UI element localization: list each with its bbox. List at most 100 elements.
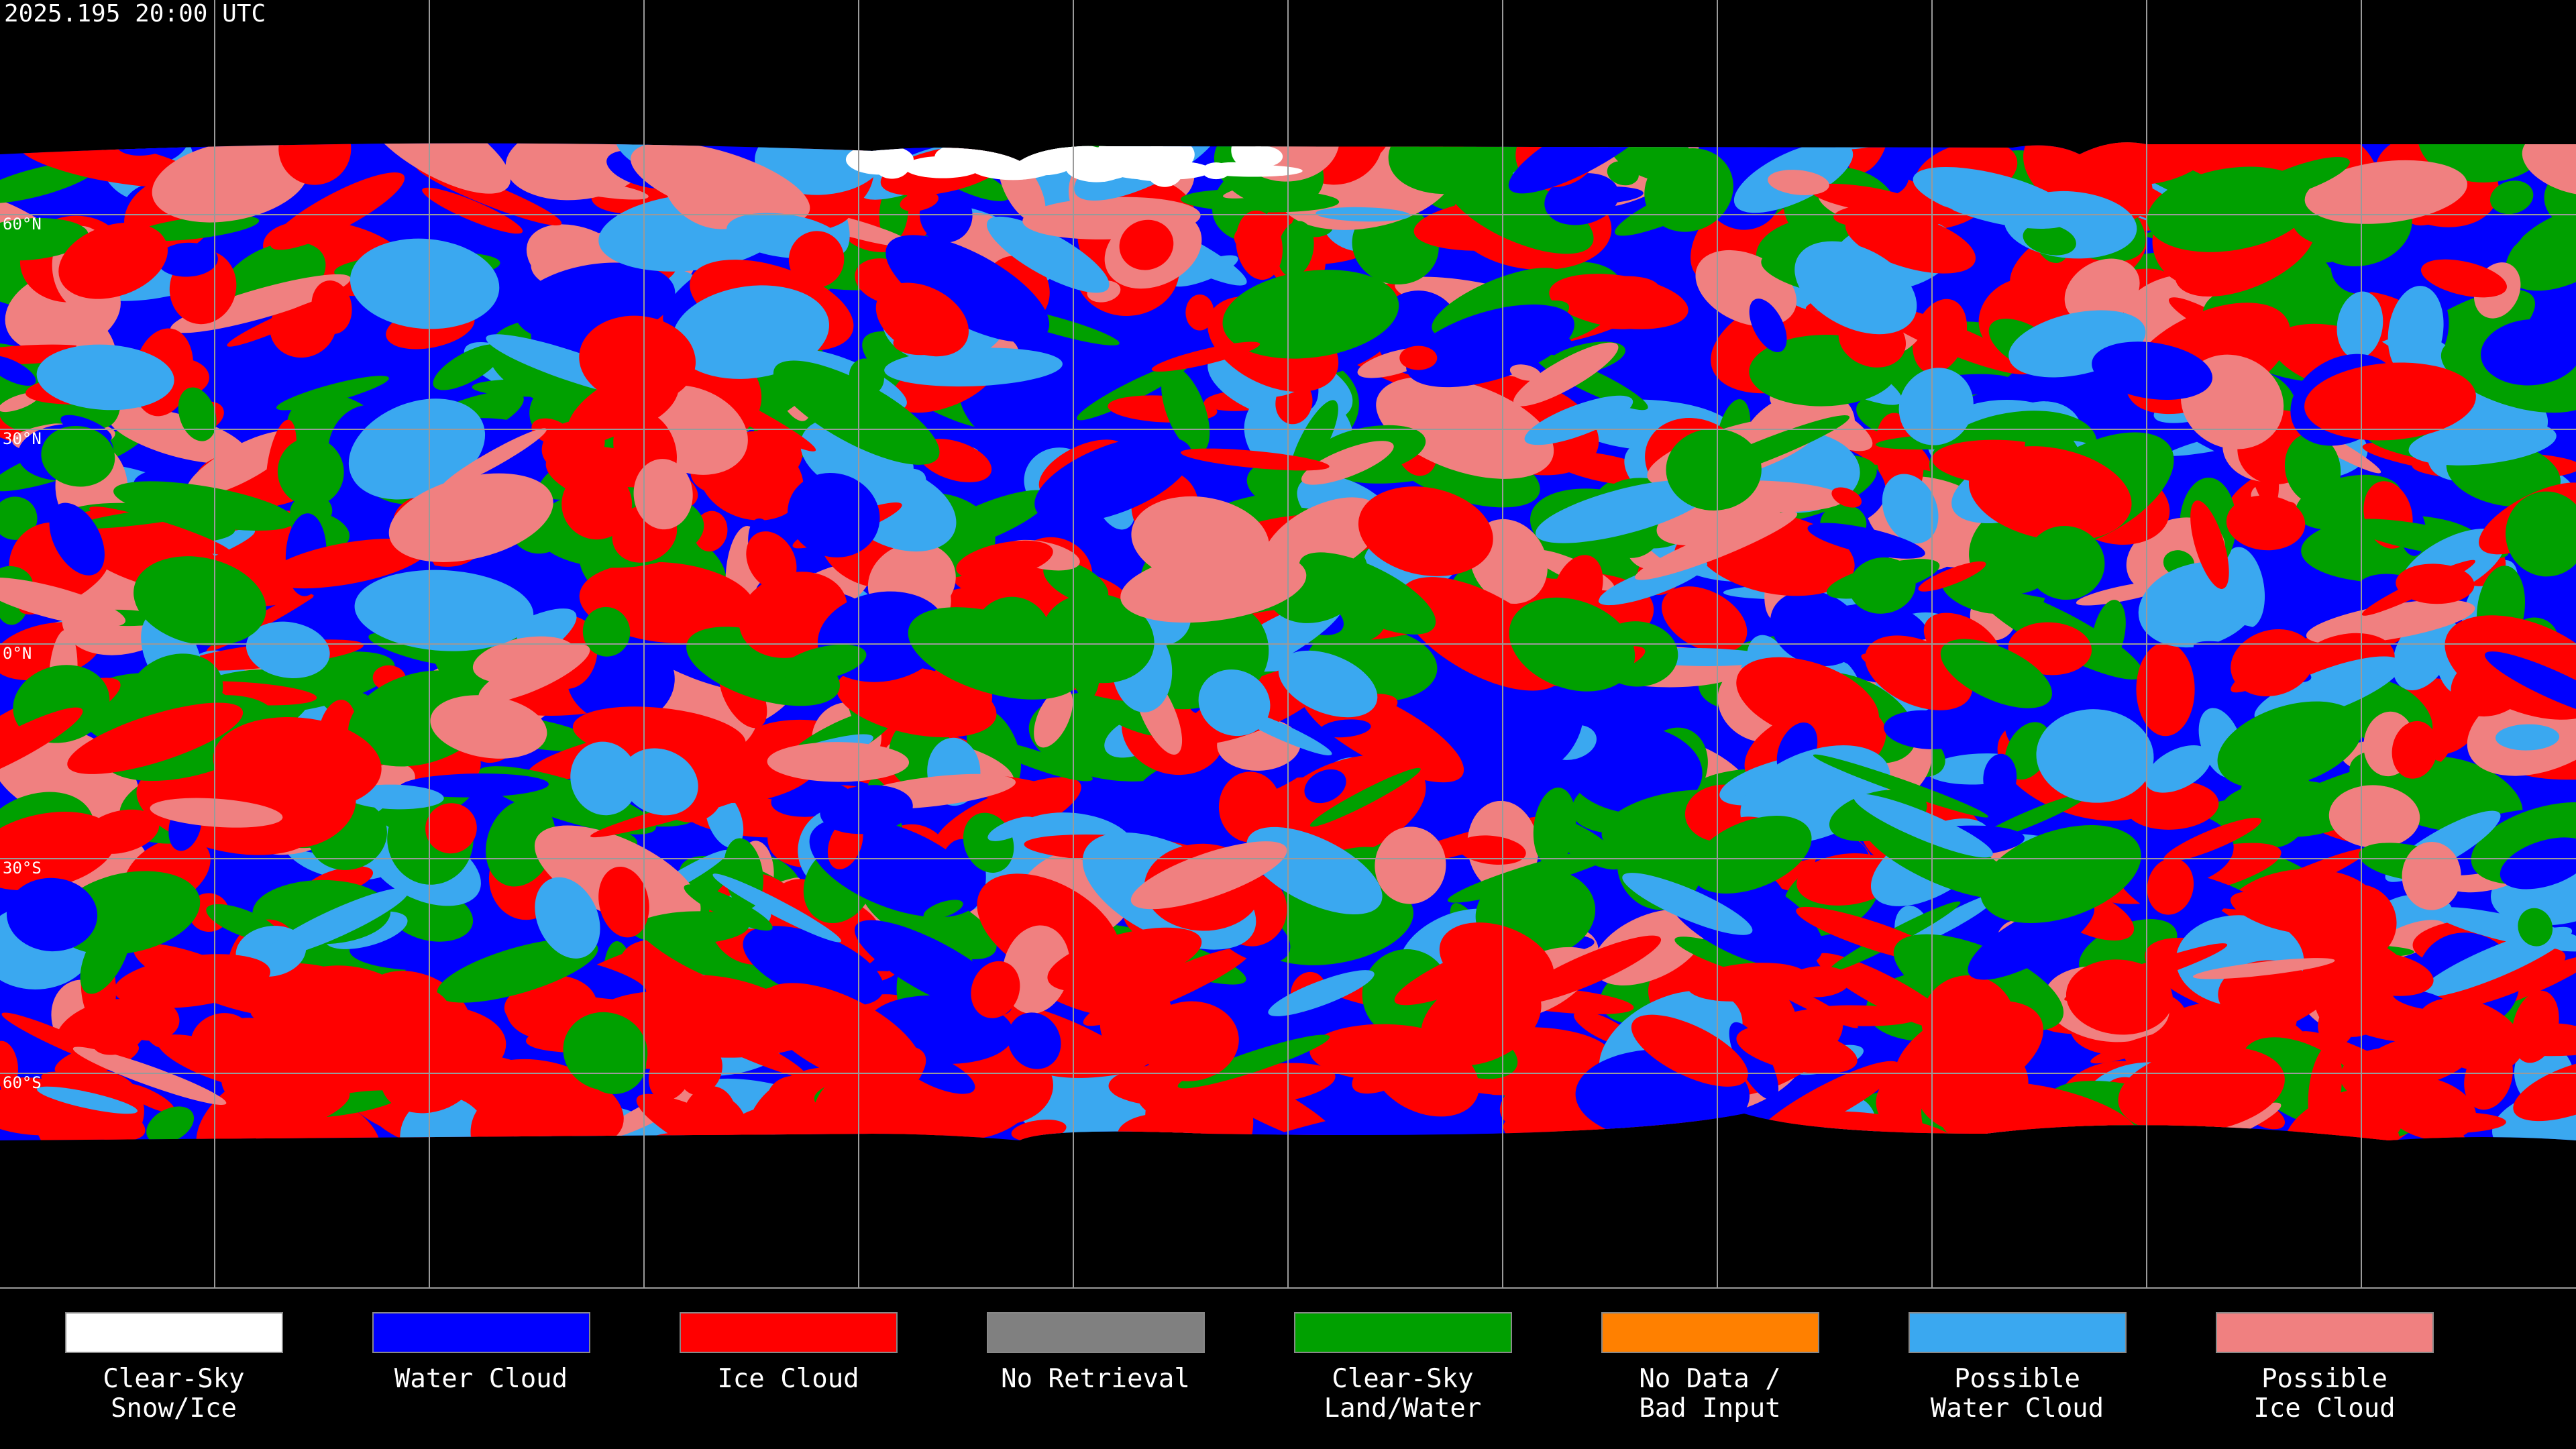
legend-label: No Data /: [1639, 1364, 1780, 1394]
cloud-patch: [621, 748, 698, 816]
cloud-patch: [1980, 825, 2141, 923]
cloud-patch: [684, 884, 773, 931]
cloud-patch: [1043, 560, 1109, 604]
cloud-patch: [197, 1018, 274, 1071]
cloud-patch: [277, 437, 344, 506]
cloud-patch: [2284, 433, 2341, 504]
cloud-patch: [1151, 341, 1260, 372]
cloud-patch: [987, 741, 1093, 782]
cloud-patch: [2163, 817, 2262, 862]
cloud-patch: [1898, 368, 1974, 445]
cloud-patch: [2151, 1020, 2188, 1077]
legend-label: Possible: [1954, 1364, 2080, 1394]
snow-patch: [1146, 154, 1183, 187]
cloud-patch: [987, 816, 1035, 841]
cloud-patch: [2489, 180, 2534, 215]
cloud-patch: [986, 216, 1110, 293]
cloud-patch: [430, 695, 547, 759]
cloud-patch: [2231, 629, 2315, 696]
cloud-patch: [83, 809, 160, 854]
cloud-patch: [598, 866, 649, 938]
legend-swatch: [2216, 1312, 2434, 1353]
cloud-patch: [1236, 210, 1283, 280]
cloud-patch: [1447, 845, 1627, 903]
cloud-patch: [0, 1077, 146, 1141]
cloud-patch: [2307, 581, 2340, 629]
cloud-patch: [0, 1040, 18, 1089]
latitude-labels: 60°N 30°N 0°N 30°S 60°S: [3, 215, 42, 1092]
cloud-patch: [1406, 304, 1574, 388]
cloud-patch: [1815, 953, 1955, 1031]
cloud-patch: [227, 293, 345, 347]
cloud-patch: [1736, 1025, 1858, 1074]
cloud-patch: [2392, 720, 2438, 779]
cloud-patch: [2190, 500, 2229, 589]
cloud-patch: [266, 775, 356, 848]
cloud-patch: [759, 983, 923, 1089]
legend-label: Clear-Sky: [1332, 1364, 1473, 1394]
cloud-patch: [2505, 207, 2576, 291]
cloud-patch: [270, 172, 405, 250]
cloud-patch: [908, 607, 1082, 700]
cloud-patch: [1304, 769, 1346, 804]
cloud-patch: [264, 888, 409, 959]
cloud-patch: [113, 481, 295, 531]
cloud-patch: [1861, 653, 1945, 691]
cloud-patch: [266, 538, 427, 589]
cloud-patch: [2136, 642, 2195, 737]
cloud-patch: [150, 798, 283, 828]
cloud-patch: [1119, 219, 1174, 270]
cloud-patch: [1513, 342, 1619, 407]
cloud-patch: [1913, 166, 2074, 229]
cloud-patch: [329, 981, 451, 1048]
cloud-patch: [1849, 557, 1916, 614]
cloud-patch: [2226, 495, 2306, 551]
cloud-patch: [2387, 286, 2444, 377]
cloud-patch: [1831, 487, 1862, 508]
legend-label: No Retrieval: [1001, 1364, 1190, 1394]
cloud-patch: [1796, 853, 1897, 906]
cloud-patch: [1845, 142, 1890, 174]
legend-label: Ice Cloud: [717, 1364, 859, 1394]
latitude-label: 60°S: [3, 1073, 42, 1092]
cloud-patch: [1606, 142, 1695, 182]
cloud-patch: [246, 621, 330, 678]
cloud-patch: [2495, 724, 2560, 751]
cloud-patch: [1238, 1108, 1406, 1141]
cloud-patch: [278, 142, 352, 185]
cloud-patch: [433, 344, 503, 390]
cloud-patch: [2179, 1010, 2277, 1050]
cloud-patch: [672, 285, 829, 379]
cloud-patch: [56, 818, 87, 839]
cloud-patch: [836, 665, 997, 738]
cloud-patch: [1854, 794, 1993, 858]
cloud-patch: [1807, 523, 1925, 559]
cloud-patch: [1375, 826, 1446, 904]
cloud-patch: [133, 556, 266, 646]
cloud-patch: [755, 142, 885, 195]
legend-label: Possible: [2261, 1364, 2387, 1394]
cloud-patch: [579, 315, 696, 404]
legend-label: Water Cloud: [1931, 1393, 2104, 1424]
cloud-patch: [400, 773, 549, 798]
cloud-patch: [781, 644, 867, 682]
cloud-patch: [1662, 864, 1823, 968]
cloud-patch: [713, 1007, 747, 1046]
cloud-patch: [0, 577, 126, 627]
cloud-patch: [1522, 684, 1584, 769]
cloud-patch: [2481, 319, 2576, 386]
cloud-patch: [2064, 258, 2140, 324]
cloud-patch: [49, 502, 105, 576]
cloud-patch: [570, 741, 639, 816]
cloud-patch: [354, 570, 534, 651]
cloud-patch: [41, 425, 115, 487]
legend-label: Land/Water: [1324, 1393, 1482, 1424]
cloud-patch: [788, 472, 880, 557]
cloud-patch: [2513, 1058, 2576, 1122]
cloud-patch: [276, 376, 389, 411]
cloud-patch: [561, 468, 633, 540]
cloud-patch: [348, 398, 486, 500]
cloud-patch: [1566, 724, 1703, 814]
